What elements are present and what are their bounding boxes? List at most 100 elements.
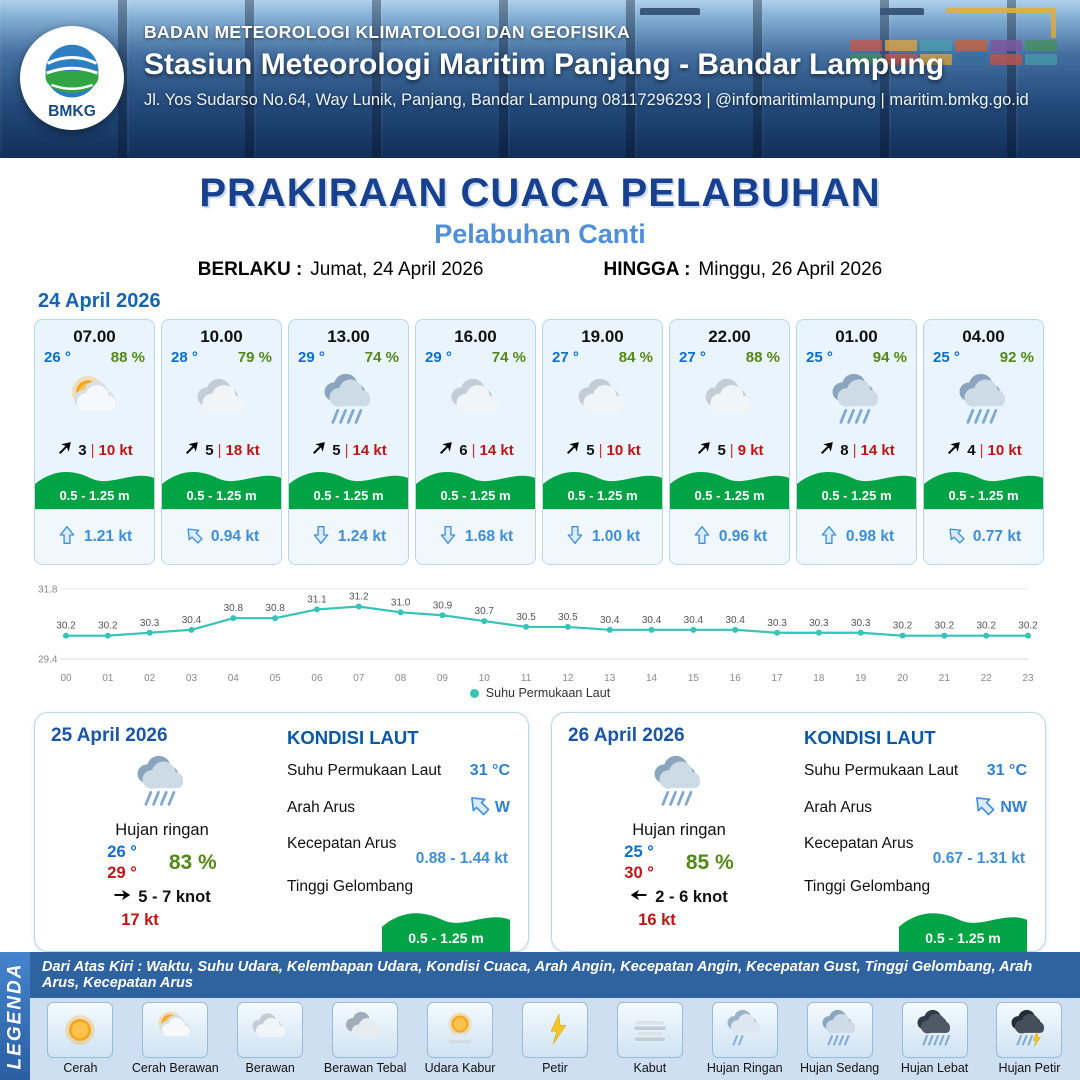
temperature: 25 ° [806,349,833,366]
forecast-card: 07.00 26 ° 88 % 3 | 10 kt 0.5 - 1.25 m 1… [34,319,155,565]
weather-icon [565,367,641,437]
svg-text:30.3: 30.3 [809,618,829,629]
window-frame-illustration [0,0,1080,158]
svg-text:10: 10 [479,673,491,684]
svg-text:11: 11 [521,673,532,684]
temperature: 28 ° [171,349,198,366]
svg-text:30.3: 30.3 [851,618,871,629]
chart-legend-dot-icon [469,688,479,698]
wind-direction-icon [310,439,328,461]
chart-legend: Suhu Permukaan Laut [36,686,1044,700]
current-direction-label: Arah Arus [287,798,356,816]
legend-weather-icon [616,1002,683,1059]
legend-weather-icon [521,1002,588,1059]
legend-label: Hujan Lebat [900,1061,969,1076]
svg-text:31.1: 31.1 [307,594,327,605]
legend-weather-icon [996,1002,1063,1059]
crane-illustration [946,8,1056,38]
forecast-card: 19.00 27 ° 84 % 5 | 10 kt 0.5 - 1.25 m 1… [542,319,663,565]
daily-wind-speed: 5 - 7 knot [138,888,211,906]
svg-text:30.5: 30.5 [516,612,536,623]
svg-text:16: 16 [730,673,742,684]
current-direction-icon [438,525,458,550]
wave-height-value: 0.5 - 1.25 m [313,488,383,503]
legend-label: Kabut [633,1061,667,1076]
bmkg-logo: BMKG [20,26,124,130]
daily-humidity: 85 % [685,851,734,874]
separator: | [90,441,95,459]
wind-direction-icon [818,439,836,461]
svg-text:00: 00 [60,673,72,684]
svg-text:12: 12 [562,673,574,684]
wind-direction-icon [437,439,455,461]
weather-icon [819,367,895,437]
org-name: BADAN METEOROLOGI KLIMATOLOGI DAN GEOFIS… [144,22,631,42]
svg-text:30.2: 30.2 [935,621,955,632]
sst-label: Suhu Permukaan Laut [804,762,959,779]
daily-gust-speed: 17 kt [121,911,159,929]
legend-title: LEGENDA [4,962,25,1070]
forecast-card: 04.00 25 ° 92 % 4 | 10 kt 0.5 - 1.25 m 0… [923,319,1044,565]
current-speed: 1.00 kt [591,528,641,545]
forecast-card: 10.00 28 ° 79 % 5 | 18 kt 0.5 - 1.25 m 0… [161,319,282,565]
wave-height-badge: 0.5 - 1.25 m [382,906,510,952]
svg-text:30.4: 30.4 [182,615,202,626]
svg-text:30.4: 30.4 [684,615,704,626]
wind-direction-icon [113,886,131,909]
svg-text:23: 23 [1022,673,1034,684]
legend-item: Hujan Lebat [888,1002,981,1076]
svg-text:13: 13 [604,673,616,684]
wave-height-value: 0.5 - 1.25 m [925,930,1001,946]
svg-text:19: 19 [855,673,867,684]
legend-label: Hujan Petir [998,1061,1061,1076]
legend-weather-icon [142,1002,209,1059]
svg-text:30.2: 30.2 [893,621,913,632]
humidity: 94 % [872,349,907,366]
current-speed: 1.21 kt [83,528,133,545]
separator: | [598,441,603,459]
legend-item: Cerah [34,1002,127,1076]
current-direction-icon [184,525,204,550]
legend-item: Cerah Berawan [129,1002,222,1076]
weather-icon [946,367,1022,437]
separator: | [344,441,349,459]
header: BMKG BADAN METEOROLOGI KLIMATOLOGI DAN G… [0,0,1080,158]
daily-weather-icon [120,749,204,819]
svg-text:30.8: 30.8 [265,603,285,614]
legend-weather-icon [427,1002,494,1059]
legend-item: Udara Kabur [414,1002,507,1076]
wave-height-value: 0.5 - 1.25 m [948,488,1018,503]
svg-text:07: 07 [353,673,365,684]
current-direction-value: NW [1000,798,1027,816]
wave-height-badge: 0.5 - 1.25 m [162,465,281,509]
berlaku-value: Jumat, 24 April 2026 [310,259,484,280]
containers-illustration [850,40,1066,65]
wave-height-badge: 0.5 - 1.25 m [797,465,916,509]
gust-speed: 10 kt [606,441,641,459]
separator: | [852,441,857,459]
svg-text:18: 18 [813,673,825,684]
svg-text:29.4: 29.4 [38,655,58,666]
svg-text:06: 06 [311,673,323,684]
svg-text:30.2: 30.2 [976,621,996,632]
humidity: 88 % [110,349,145,366]
svg-text:30.4: 30.4 [725,615,745,626]
legend-section: LEGENDA Dari Atas Kiri : Waktu, Suhu Uda… [0,952,1080,1080]
legend-item: Hujan Sedang [793,1002,886,1076]
wave-height-value: 0.5 - 1.25 m [440,488,510,503]
legend-label: Hujan Ringan [706,1061,783,1076]
svg-text:20: 20 [897,673,909,684]
svg-text:31.8: 31.8 [38,585,58,596]
wave-height-badge: 0.5 - 1.25 m [416,465,535,509]
legend-items: Cerah Cerah Berawan Berawan Berawan Teba… [30,998,1080,1080]
station-address: Jl. Yos Sudarso No.64, Way Lunik, Panjan… [144,91,1029,109]
current-speed: 0.96 kt [718,528,768,545]
current-speed-label: Kecepatan Arus [804,835,914,852]
header-overlay [0,0,1080,158]
current-speed-value: 0.67 - 1.31 kt [932,850,1025,867]
svg-text:30.2: 30.2 [56,621,76,632]
temperature: 26 ° [44,349,71,366]
sst-chart-section: 30.2 00 30.2 01 30.3 02 30.4 03 30.8 04 30.8 05 31.1… [36,573,1044,701]
wave-height-badge: 0.5 - 1.25 m [670,465,789,509]
